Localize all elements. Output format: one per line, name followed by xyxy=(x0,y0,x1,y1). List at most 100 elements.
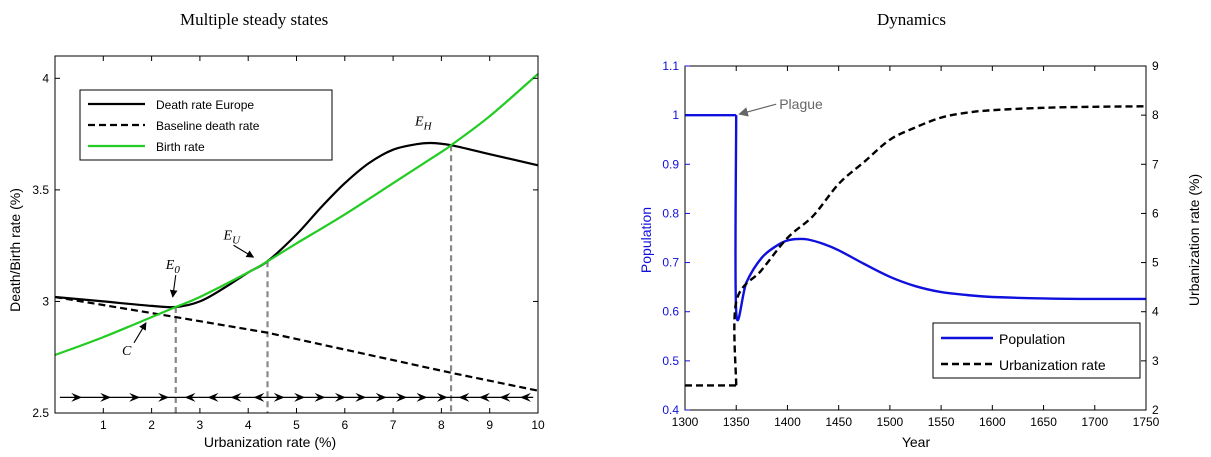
annotation-label-1: EU xyxy=(223,228,242,246)
flow-arrow-right xyxy=(396,392,408,402)
right-plot-frame xyxy=(684,65,1147,411)
left-x-tick-label: 7 xyxy=(390,418,397,432)
right-y-axis-label-right: Urbanization rate (%) xyxy=(1186,174,1202,306)
flow-arrow-right xyxy=(416,392,428,402)
left-chart-title: Multiple steady states xyxy=(180,10,329,29)
left-x-tick-label: 1 xyxy=(100,418,107,432)
left-y-tick-label: 4 xyxy=(42,71,49,85)
right-annotations-layer: Plague xyxy=(738,96,823,117)
flow-arrow-right xyxy=(71,392,83,402)
annotation-arrow-1 xyxy=(233,244,255,258)
legend-label-urbanization: Urbanization rate xyxy=(999,357,1106,373)
left-y-axis-label: Death/Birth rate (%) xyxy=(7,188,23,312)
right-x-tick-label: 1450 xyxy=(825,415,852,429)
left-x-tick-label: 5 xyxy=(293,418,300,432)
flow-arrow-left xyxy=(499,392,511,402)
left-x-tick-label: 9 xyxy=(486,418,493,432)
flow-arrow-right xyxy=(294,392,306,402)
flow-arrow-left xyxy=(519,392,531,402)
left-y-tick-label: 2.5 xyxy=(32,406,49,420)
left-y-tick-label: 3 xyxy=(42,294,49,308)
flow-arrow-left xyxy=(458,392,470,402)
right-x-axis-label: Year xyxy=(902,434,931,450)
right-x-tick-label: 1750 xyxy=(1133,415,1160,429)
left-lines-layer xyxy=(54,73,539,413)
right-y-left-tick-label: 0.9 xyxy=(662,157,679,171)
right-y-right-tick-label: 8 xyxy=(1152,108,1159,122)
right-y-left-tick-label: 0.8 xyxy=(662,206,679,220)
right-y-left-tick-label: 1.1 xyxy=(662,59,679,73)
left-x-axis-label: Urbanization rate (%) xyxy=(204,434,336,450)
flow-arrow-right xyxy=(100,392,112,402)
flow-arrow-right xyxy=(334,392,346,402)
annotation-arrow-3 xyxy=(133,322,147,344)
right-y-right-tick-label: 5 xyxy=(1152,256,1159,270)
flow-arrow-right xyxy=(355,392,367,402)
right-x-tick-label: 1700 xyxy=(1081,415,1108,429)
right-y-left-tick-label: 0.7 xyxy=(662,256,679,270)
legend-label-population: Population xyxy=(999,331,1065,347)
flow-arrow-left xyxy=(478,392,490,402)
flow-arrow-left xyxy=(253,392,265,402)
right-x-tick-label: 1350 xyxy=(723,415,750,429)
annotation-label-3: C xyxy=(122,344,132,359)
urbanization-rate-line xyxy=(685,105,1147,387)
right-chart: 1300 1350 1400 1450 1500 1550 1600 1650 1700 1750… xyxy=(638,59,1202,450)
flow-arrow-left xyxy=(184,392,196,402)
flow-arrow-right xyxy=(314,392,326,402)
right-legend-box xyxy=(932,322,1141,379)
left-legend: Death rate Europe Baseline death rate Bi… xyxy=(79,89,333,161)
right-y-left-tick-label: 0.5 xyxy=(662,354,679,368)
plague-label: Plague xyxy=(779,96,823,112)
flow-arrow-right xyxy=(158,392,170,402)
left-annotations-layer: E0 EU EH C xyxy=(122,114,433,359)
left-x-tick-label: 3 xyxy=(197,418,204,432)
right-lines-layer xyxy=(685,105,1147,387)
flow-arrow-right xyxy=(436,392,448,402)
left-x-tick-label: 4 xyxy=(245,418,252,432)
right-y-right-tick-label: 4 xyxy=(1152,305,1159,319)
right-x-tick-label: 1500 xyxy=(877,415,904,429)
right-legend: Population Urbanization rate xyxy=(932,322,1141,379)
annotation-label-0: E0 xyxy=(165,258,181,276)
right-y-right-tick-label: 9 xyxy=(1152,59,1159,73)
right-y-left-tick-label: 0.6 xyxy=(662,305,679,319)
right-y-right-tick-label: 3 xyxy=(1152,354,1159,368)
flow-arrow-right xyxy=(129,392,141,402)
left-y-tick-label: 3.5 xyxy=(32,183,49,197)
left-x-tick-label: 10 xyxy=(531,418,545,432)
flow-arrow-right xyxy=(375,392,387,402)
right-x-tick-label: 1550 xyxy=(928,415,955,429)
annotation-label-2: EH xyxy=(414,114,433,132)
right-x-tick-label: 1300 xyxy=(672,415,699,429)
flow-arrow-right xyxy=(273,392,285,402)
right-y-left-tick-label: 1 xyxy=(672,108,679,122)
right-y-right-tick-label: 6 xyxy=(1152,206,1159,220)
right-y-left-tick-label: 0.4 xyxy=(662,403,679,417)
flow-arrow-left xyxy=(207,392,219,402)
right-chart-title: Dynamics xyxy=(877,10,946,29)
right-x-tick-label: 1650 xyxy=(1030,415,1057,429)
left-x-tick-label: 8 xyxy=(438,418,445,432)
population-line xyxy=(685,113,1147,322)
legend-label-death-rate: Death rate Europe xyxy=(156,98,254,112)
left-chart: 1 2 3 4 5 6 7 8 9 10 2.5 3 3.5 4 E0 EU EH C Death rate E… xyxy=(7,55,545,450)
birth-rate-line xyxy=(54,73,539,357)
plague-arrow xyxy=(738,103,777,117)
right-x-tick-label: 1400 xyxy=(774,415,801,429)
left-axes-layer: 1 2 3 4 5 6 7 8 9 10 2.5 3 3.5 4 xyxy=(32,55,545,432)
left-x-tick-label: 6 xyxy=(341,418,348,432)
left-x-tick-label: 2 xyxy=(148,418,155,432)
legend-label-baseline: Baseline death rate xyxy=(156,119,260,133)
death-rate-line xyxy=(54,141,539,309)
right-y-right-tick-label: 7 xyxy=(1152,157,1159,171)
right-y-axis-label-left: Population xyxy=(638,207,654,273)
right-axes-layer: 1300 1350 1400 1450 1500 1550 1600 1650 1700 1750… xyxy=(662,59,1159,429)
baseline-death-rate-line xyxy=(54,295,539,392)
legend-label-birth-rate: Birth rate xyxy=(156,140,205,154)
annotation-arrow-0 xyxy=(169,274,178,298)
flow-arrow-left xyxy=(230,392,242,402)
right-y-right-tick-label: 2 xyxy=(1152,403,1159,417)
right-x-tick-label: 1600 xyxy=(979,415,1006,429)
